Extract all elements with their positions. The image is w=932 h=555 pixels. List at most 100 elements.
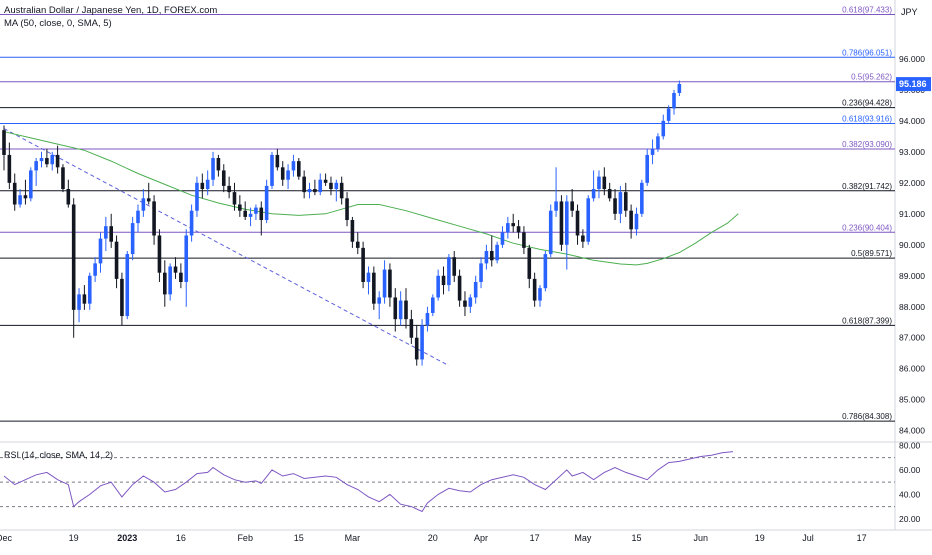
fib-level-label: 0.236(94.428) [842, 99, 892, 108]
price-tick-label: 89.000 [899, 271, 925, 281]
time-tick-label: 19 [69, 533, 79, 543]
candle-body [146, 198, 151, 202]
candle-body [318, 179, 323, 193]
candle-body [7, 154, 12, 183]
candle-body [350, 220, 355, 242]
candle-body [388, 269, 392, 298]
candle-body [447, 257, 451, 286]
rsi-legend: RSI (14, close, SMA, 14, 2) [4, 450, 114, 460]
candle-body [130, 223, 135, 255]
candle-body [168, 266, 172, 295]
candle-body [366, 272, 371, 282]
candle-body [355, 241, 360, 248]
price-tick-label: 84.000 [899, 426, 925, 436]
candle-body [66, 189, 71, 205]
fib-level-label: 0.786(84.308) [842, 412, 892, 421]
ma-legend: MA (50, close, 0, SMA, 5) [4, 18, 112, 29]
price-tick-label: 85.000 [899, 395, 925, 405]
candle-body [591, 189, 596, 199]
candle-body [607, 189, 612, 199]
time-tick-label: 19 [755, 533, 765, 543]
candle-body [120, 278, 124, 317]
ma-line [3, 131, 739, 266]
fib-level-label: 0.382(93.090) [842, 140, 892, 149]
candle-body [243, 210, 247, 217]
candle-body [248, 213, 253, 217]
candle-body [114, 241, 119, 279]
candle-body [307, 189, 312, 193]
candle-body [414, 337, 419, 360]
time-tick-label: 15 [294, 533, 304, 543]
candle-body [82, 294, 87, 304]
candle-body [61, 167, 65, 190]
candle-body [623, 192, 628, 211]
candle-body [23, 195, 28, 199]
candle-body [393, 297, 398, 320]
candle-body [511, 223, 515, 227]
candle-body [195, 182, 199, 211]
candle-body [173, 266, 178, 273]
candle-body [495, 244, 499, 261]
price-tick-label: 96.000 [899, 54, 925, 64]
chart-header: Australian Dollar / Japanese Yen, 1D, FO… [4, 4, 217, 30]
candle-body [152, 201, 156, 236]
price-tick-label: 86.000 [899, 364, 925, 374]
candle-body [232, 192, 237, 205]
candle-body [200, 182, 205, 190]
candle-body [184, 235, 189, 282]
candle-body [125, 254, 130, 317]
fib-level-label: 0.382(91.742) [842, 182, 892, 191]
candle-body [506, 223, 510, 233]
rsi-tick-label: 40.00 [899, 489, 921, 499]
candle-body [205, 179, 210, 190]
price-tick-label: 92.000 [899, 178, 925, 188]
fib-level-label: 0.618(97.433) [842, 5, 892, 14]
candle-body [221, 170, 226, 186]
candle-body [50, 154, 55, 165]
candle-body [227, 185, 231, 193]
candle-body [543, 254, 548, 289]
candle-body [372, 272, 376, 304]
candle-body [216, 158, 221, 171]
time-tick-label: 20 [428, 533, 438, 543]
candle-body [656, 136, 660, 149]
candle-body [291, 161, 296, 171]
candle-body [634, 213, 639, 230]
candle-body [275, 154, 280, 168]
time-tick-label: Mar [345, 533, 361, 543]
rsi-line [3, 451, 734, 513]
candle-body [436, 275, 440, 298]
fib-level-label: 0.5(89.571) [851, 249, 892, 258]
candle-body [420, 325, 424, 360]
candle-body [259, 207, 264, 220]
candle-body [500, 232, 505, 245]
candle-body [87, 275, 92, 304]
candle-body [640, 182, 644, 214]
candle-body [141, 198, 146, 211]
time-tick-label: 17 [857, 533, 867, 543]
candle-body [270, 154, 274, 186]
candle-body [441, 275, 446, 286]
candle-body [516, 226, 521, 233]
candle-body [313, 189, 317, 193]
candle-body [618, 192, 623, 214]
price-tick-label: 87.000 [899, 333, 925, 343]
candle-body [93, 263, 97, 276]
candle-body [286, 170, 290, 180]
candle-body [666, 108, 671, 121]
candle-body [527, 247, 532, 279]
time-tick-label: Apr [474, 533, 488, 543]
candle-body [570, 201, 574, 211]
candle-body [211, 158, 215, 180]
candle-body [661, 120, 666, 137]
candle-body [254, 207, 258, 214]
chart-title: Australian Dollar / Japanese Yen, 1D, FO… [4, 5, 218, 16]
currency-label: JPY [901, 7, 918, 17]
candle-body [12, 182, 17, 205]
candle-body [452, 257, 457, 276]
candle-body [109, 226, 113, 242]
candle-body [29, 170, 33, 199]
candle-body [602, 176, 607, 190]
